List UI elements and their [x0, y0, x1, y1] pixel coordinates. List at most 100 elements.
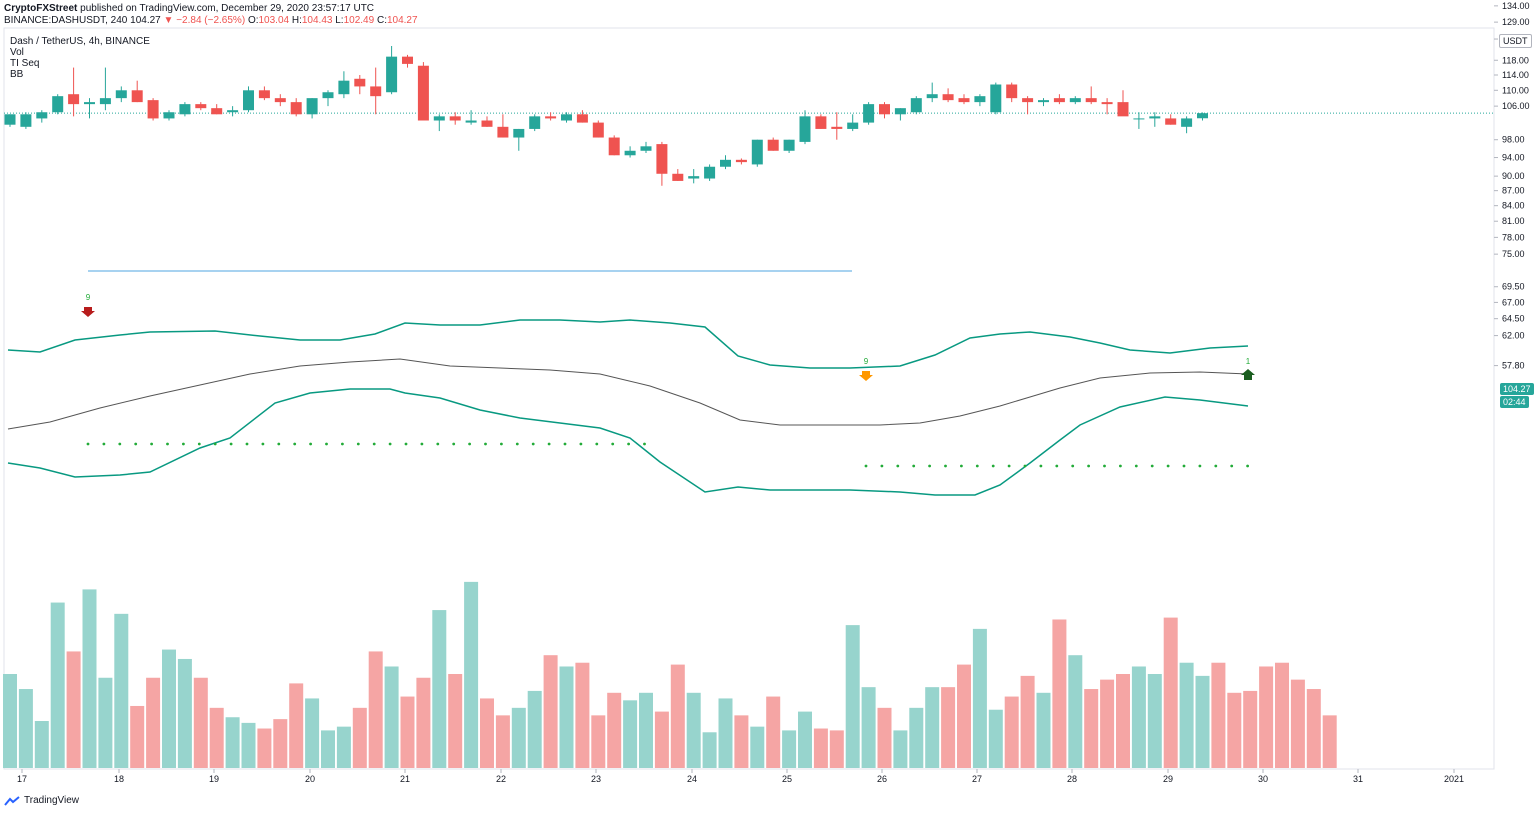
volume-bar [543, 655, 558, 768]
td-support-dot [912, 464, 916, 468]
high-label: H: [291, 15, 302, 26]
down-arrow-icon: ▼ [163, 15, 174, 26]
legend-indicator-tiseq[interactable]: TI Seq [10, 58, 40, 69]
candle-body [1197, 113, 1208, 119]
td-support-dot [1055, 464, 1059, 468]
candle-body [243, 90, 254, 111]
volume-bar [877, 707, 892, 768]
sell-arrow-icon [859, 371, 873, 381]
close-value: 104.27 [386, 15, 418, 26]
candle-body [513, 128, 525, 138]
candle-body [656, 144, 668, 174]
candle-body [68, 94, 80, 105]
y-tick-label: 118.00 [1502, 55, 1529, 65]
td-support-dot [1023, 464, 1027, 468]
volume-bar [1052, 619, 1067, 768]
volume-bar [1163, 617, 1178, 768]
td-support-dot [277, 442, 281, 446]
volume-bar [464, 581, 479, 768]
td-support-dot [864, 464, 868, 468]
candle-body [20, 114, 32, 127]
candle-body [831, 126, 843, 129]
x-tick-label: 20 [305, 774, 315, 784]
bb-upper-band [7, 319, 1249, 369]
volume-bar [66, 651, 81, 768]
y-tick-label: 106.00 [1502, 101, 1530, 111]
x-tick-label: 27 [972, 774, 982, 784]
td-support-dot [515, 442, 519, 446]
td-support-dot [245, 442, 249, 446]
volume-bar [909, 707, 924, 768]
legend-indicator-vol[interactable]: Vol [10, 47, 24, 58]
td-support-dot [991, 464, 995, 468]
tradingview-logo[interactable]: TradingView [4, 795, 79, 806]
open-label: O: [247, 15, 259, 26]
volume-bar [782, 730, 797, 768]
candle-body [179, 104, 191, 115]
td-support-dot [1007, 464, 1011, 468]
volume-bar [1036, 692, 1051, 768]
volume-bar [1227, 692, 1242, 768]
candle-body [465, 120, 477, 123]
volume-bar [34, 721, 49, 768]
candle-body [1149, 116, 1161, 119]
candle-body [497, 126, 509, 138]
volume-bar [177, 658, 192, 768]
candle-body [131, 90, 143, 103]
publisher-name[interactable]: CryptoFXStreet [4, 3, 78, 14]
candle-body [735, 159, 747, 163]
tradingview-brand: TradingView [24, 795, 80, 806]
candle-body [1117, 102, 1129, 117]
candle-body [258, 90, 270, 99]
candle-body [290, 102, 302, 115]
volume-bar [1195, 675, 1210, 768]
volume-bar [607, 692, 622, 768]
candle-body [767, 139, 779, 151]
volume-bar [384, 666, 399, 768]
candle-body [958, 98, 970, 103]
td-support-dot [880, 464, 884, 468]
volume-bar [988, 709, 1003, 768]
volume-bar [146, 677, 161, 768]
close-label: C: [376, 15, 387, 26]
volume-bar [209, 707, 224, 768]
low-value: 102.49 [343, 15, 375, 26]
volume-bar [813, 728, 828, 768]
currency-badge[interactable]: USDT [1499, 34, 1532, 48]
candle-body [672, 173, 684, 181]
candle-body [576, 114, 588, 123]
candle-body [211, 108, 223, 115]
x-tick-label: 25 [782, 774, 792, 784]
high-value: 104.43 [301, 15, 333, 26]
td-support-dot [484, 442, 487, 446]
volume-bar [368, 651, 383, 768]
plot-frame [3, 27, 1495, 770]
candle-body [592, 122, 604, 138]
volume-bar [1020, 675, 1035, 768]
candle-body [306, 98, 318, 115]
volume-bar [893, 730, 908, 768]
volume-bar [321, 730, 335, 768]
candle-body [84, 102, 95, 105]
y-tick-label: 62.00 [1502, 331, 1525, 341]
volume-bar [527, 690, 542, 768]
volume-bar [1259, 666, 1274, 768]
candle-body [402, 56, 413, 64]
volume-bar [495, 715, 510, 768]
candle-body [640, 146, 652, 151]
legend-indicator-bb[interactable]: BB [10, 69, 24, 80]
candle-body [1085, 98, 1097, 103]
candle-body [52, 96, 64, 113]
volume-bar [670, 664, 685, 768]
candle-body [338, 80, 350, 95]
volume-bar [1131, 666, 1146, 768]
x-tick-label: 22 [496, 774, 506, 784]
volume-bar [702, 732, 717, 768]
volume-bar [480, 698, 494, 768]
bb-basis-line [7, 358, 1249, 430]
legend-title[interactable]: Dash / TetherUS, 4h, BINANCE [10, 36, 150, 47]
candle-body [926, 94, 938, 99]
candle-body [322, 92, 334, 99]
y-tick-label: 69.50 [1502, 282, 1525, 292]
